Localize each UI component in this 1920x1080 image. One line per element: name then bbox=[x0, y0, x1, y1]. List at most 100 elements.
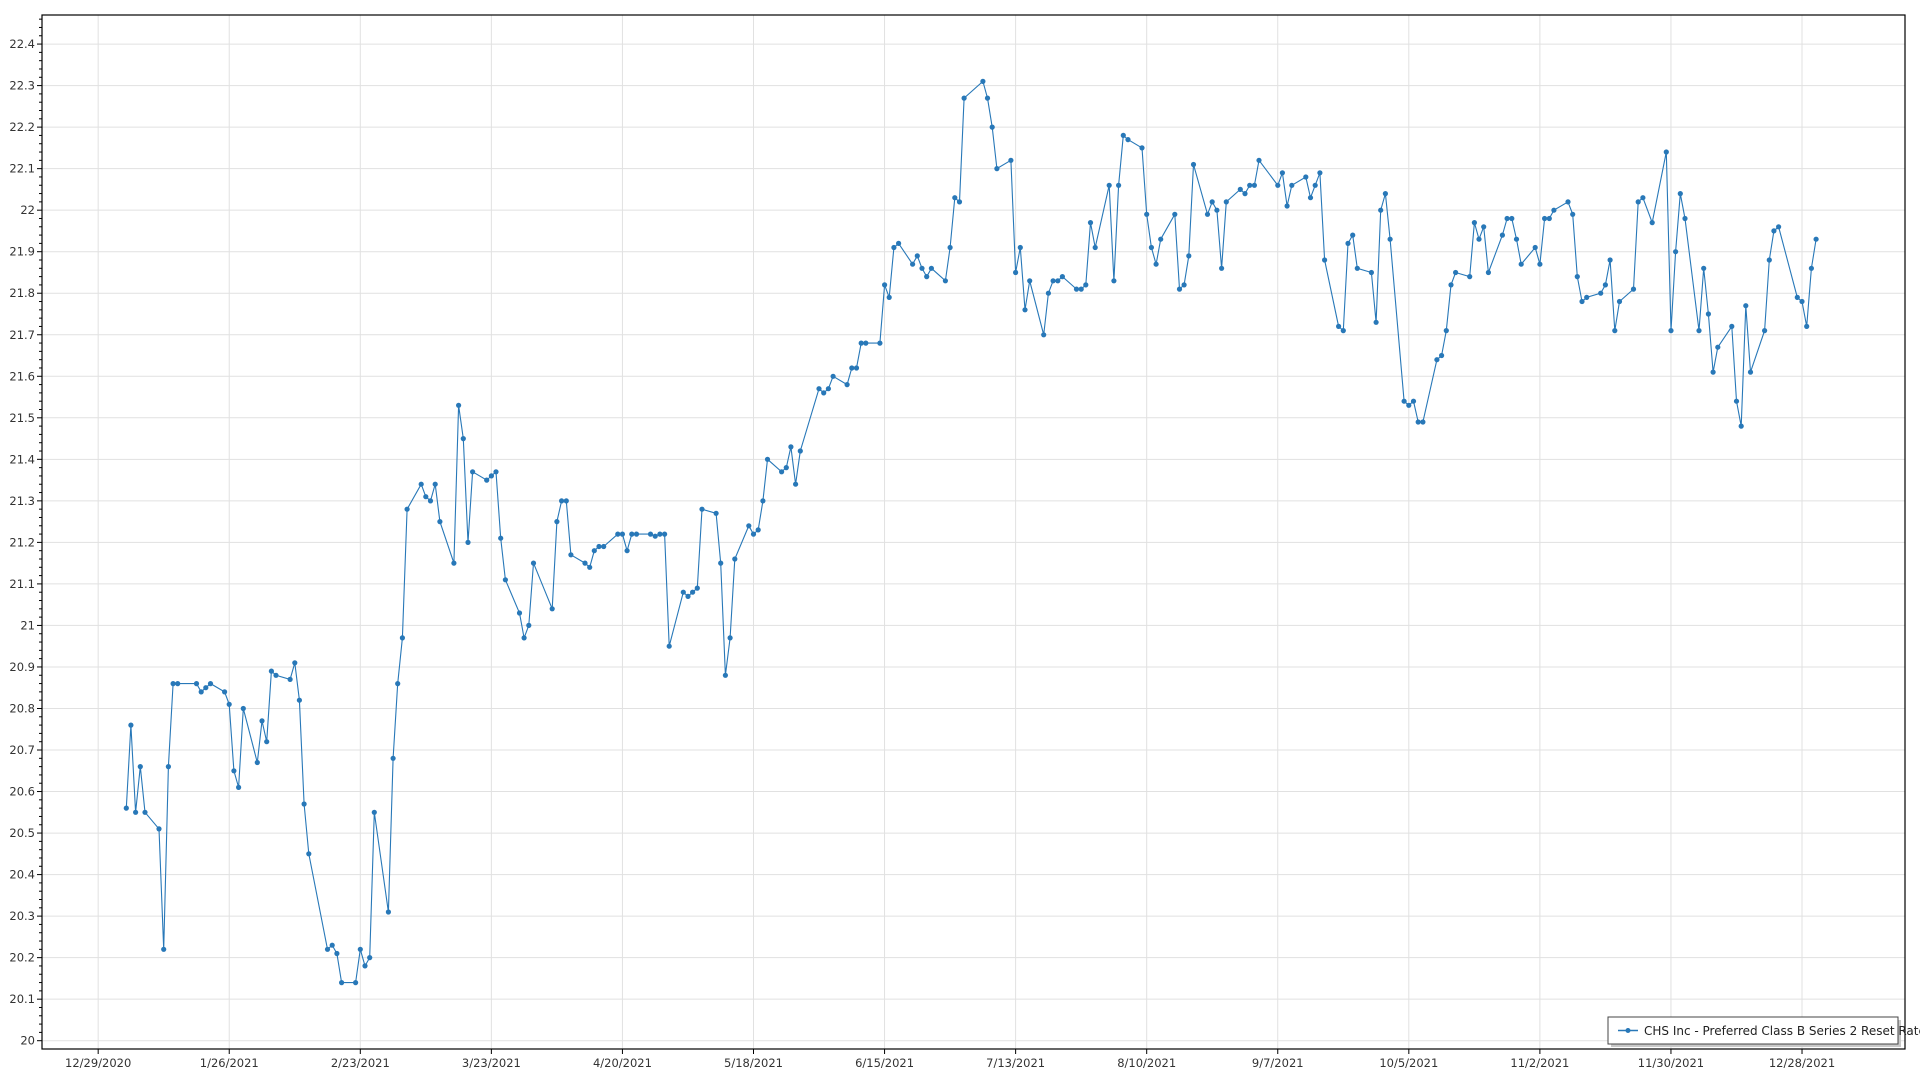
y-tick-label: 20.7 bbox=[9, 743, 35, 757]
data-point bbox=[1570, 211, 1576, 217]
data-point bbox=[1073, 286, 1080, 292]
data-point bbox=[273, 672, 279, 678]
y-tick-label: 20.4 bbox=[9, 868, 35, 882]
x-tick-label: 12/29/2020 bbox=[65, 1056, 131, 1070]
data-point bbox=[680, 589, 686, 595]
data-point bbox=[1565, 199, 1571, 205]
y-tick-label: 21.3 bbox=[9, 494, 35, 508]
data-point bbox=[1434, 357, 1440, 363]
data-point bbox=[713, 510, 719, 516]
data-point bbox=[1635, 199, 1641, 205]
data-point bbox=[666, 643, 672, 649]
x-tick-label: 2/23/2021 bbox=[331, 1056, 390, 1070]
data-point bbox=[647, 531, 654, 537]
data-point bbox=[231, 768, 237, 774]
y-tick-label: 20 bbox=[20, 1034, 35, 1048]
data-point bbox=[914, 253, 920, 259]
data-point bbox=[952, 195, 958, 201]
data-point bbox=[437, 519, 443, 525]
data-point bbox=[1443, 328, 1449, 334]
data-point bbox=[1673, 249, 1679, 255]
data-point bbox=[1017, 244, 1023, 251]
data-point bbox=[1705, 311, 1711, 317]
x-tick-label: 4/20/2021 bbox=[593, 1056, 652, 1070]
data-point bbox=[928, 265, 935, 271]
data-point bbox=[1378, 207, 1384, 213]
data-point bbox=[1499, 232, 1505, 238]
data-point bbox=[961, 95, 967, 101]
data-point bbox=[844, 382, 850, 388]
y-axis: 20 20.1 20.2 20.3 20.4 20.5 20.6 20.7 20.8 20.9 21… bbox=[9, 18, 42, 1048]
data-point bbox=[1340, 328, 1346, 334]
data-point bbox=[596, 543, 602, 550]
data-point bbox=[1041, 332, 1047, 338]
data-point bbox=[699, 506, 705, 512]
data-point bbox=[1059, 274, 1065, 280]
data-point bbox=[821, 390, 827, 396]
data-point bbox=[591, 548, 597, 554]
data-point bbox=[1448, 282, 1454, 288]
data-point bbox=[568, 552, 574, 558]
data-point bbox=[1223, 199, 1229, 205]
data-point bbox=[1640, 195, 1646, 201]
data-point bbox=[207, 681, 214, 687]
data-point bbox=[530, 560, 537, 566]
data-point bbox=[1668, 328, 1674, 334]
data-point bbox=[1537, 261, 1543, 267]
data-point bbox=[1368, 269, 1374, 276]
gridlines bbox=[42, 15, 1905, 1049]
data-point bbox=[582, 560, 588, 566]
data-point bbox=[1022, 307, 1028, 313]
data-point bbox=[652, 533, 658, 539]
data-point bbox=[1410, 398, 1417, 404]
y-tick-label: 22.4 bbox=[9, 37, 35, 51]
data-point bbox=[825, 386, 832, 392]
data-point bbox=[853, 365, 860, 371]
data-point bbox=[1476, 236, 1482, 242]
x-tick-label: 6/15/2021 bbox=[855, 1056, 914, 1070]
y-tick-label: 22.3 bbox=[9, 79, 35, 93]
data-point bbox=[1663, 149, 1669, 155]
y-tick-label: 21.6 bbox=[9, 369, 35, 383]
data-point bbox=[1574, 274, 1580, 280]
data-point bbox=[339, 980, 345, 986]
data-point bbox=[1186, 253, 1192, 259]
y-tick-label: 21.7 bbox=[9, 328, 35, 342]
y-tick-label: 21.5 bbox=[9, 411, 35, 425]
data-point bbox=[296, 697, 302, 703]
data-point bbox=[1602, 282, 1608, 288]
data-point bbox=[1256, 157, 1262, 163]
data-point bbox=[732, 556, 738, 562]
data-point bbox=[203, 685, 209, 691]
data-point bbox=[1471, 220, 1477, 226]
data-point bbox=[601, 543, 607, 550]
data-point bbox=[1190, 161, 1197, 168]
data-point bbox=[849, 365, 855, 371]
data-point bbox=[1485, 269, 1491, 276]
data-point bbox=[563, 498, 569, 504]
data-point bbox=[1317, 170, 1323, 176]
data-point bbox=[1116, 182, 1122, 188]
data-point bbox=[956, 199, 963, 205]
data-point bbox=[1616, 298, 1623, 305]
data-point bbox=[526, 622, 532, 629]
y-tick-label: 20.2 bbox=[9, 951, 35, 965]
y-tick-label: 20.1 bbox=[9, 992, 35, 1006]
y-tick-label: 20.3 bbox=[9, 909, 35, 923]
data-point bbox=[685, 593, 691, 600]
data-point bbox=[746, 523, 752, 529]
data-point bbox=[1696, 328, 1702, 334]
data-point bbox=[942, 278, 949, 284]
data-point bbox=[1579, 298, 1585, 305]
x-tick-label: 1/26/2021 bbox=[200, 1056, 259, 1070]
data-point bbox=[240, 705, 246, 712]
data-point bbox=[1013, 269, 1019, 276]
data-point bbox=[1158, 236, 1164, 242]
data-point bbox=[1125, 137, 1131, 143]
plot-frame bbox=[41, 14, 1906, 1050]
data-point bbox=[1513, 236, 1520, 242]
data-point bbox=[1813, 236, 1819, 242]
data-point bbox=[984, 95, 991, 101]
data-point bbox=[357, 946, 363, 952]
data-point bbox=[264, 739, 270, 745]
